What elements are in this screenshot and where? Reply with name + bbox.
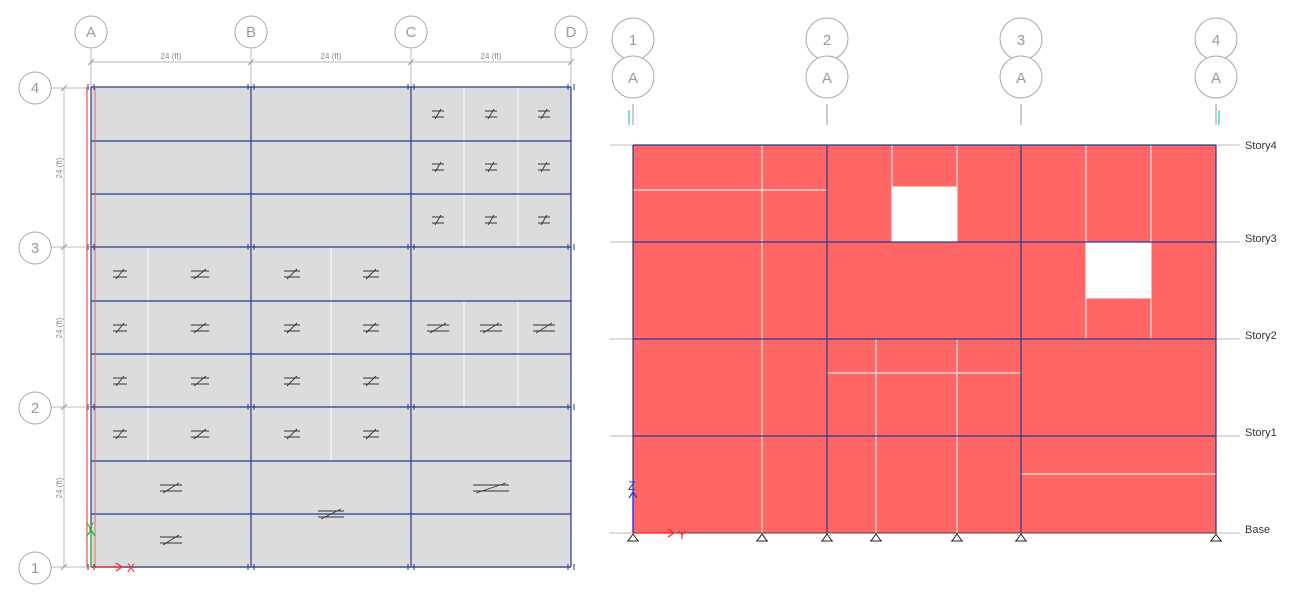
pin-support-icon: [870, 533, 882, 542]
span-arrow-icon: [480, 322, 502, 334]
span-arrow-icon: [284, 268, 300, 280]
plan-column-bubbles: A B C D 4 3 2 1: [18, 15, 588, 585]
span-arrow-icon: [284, 375, 300, 387]
svg-text:D: D: [566, 24, 577, 41]
svg-text:C: C: [406, 24, 417, 41]
span-arrow-icon: [160, 482, 182, 494]
span-arrow-icon: [191, 268, 209, 280]
plan-dimension-ticks: [60, 58, 575, 571]
span-arrow-icon: [284, 428, 300, 440]
span-arrow-icon: [363, 428, 379, 440]
span-arrow-icon: [113, 375, 127, 387]
grid-bubble-3: 3: [18, 231, 52, 265]
svg-text:A: A: [1211, 70, 1221, 87]
span-arrow-icon: [191, 375, 209, 387]
span-arrow-icon: [363, 268, 379, 280]
slab-span-arrows: [113, 108, 555, 546]
grid-bubble-c: C: [394, 15, 428, 49]
plan-view: 24 (ft) 24 (ft) 24 (ft) 24 (ft) 24 (ft) …: [18, 15, 588, 585]
svg-text:A: A: [628, 70, 638, 87]
pin-support-icon: [627, 533, 639, 542]
span-arrow-icon: [284, 322, 300, 334]
span-arrow-icon: [485, 214, 497, 226]
span-arrow-icon: [538, 161, 550, 173]
elev-bubble-2: 2 A: [805, 17, 849, 99]
svg-text:2: 2: [31, 400, 39, 417]
svg-text:A: A: [1016, 70, 1026, 87]
elev-bubble-4: 4 A: [1194, 17, 1238, 99]
plan-grid-extensions: [41, 49, 572, 568]
span-arrow-icon: [191, 428, 209, 440]
plan-axis-y-label: Y: [86, 520, 94, 534]
pin-support-icon: [821, 533, 833, 542]
elevation-frame-lines: [632, 144, 1217, 533]
elevation-view: Story4 Story3 Story2 Story1 Base 1 A 2 A…: [610, 17, 1277, 542]
dim-label-34: 24 (ft): [55, 157, 64, 178]
grid-bubble-4: 4: [18, 71, 52, 105]
svg-text:4: 4: [1212, 32, 1220, 49]
dim-label-23: 24 (ft): [55, 317, 64, 338]
span-arrow-icon: [191, 322, 209, 334]
grid-bubble-b: B: [234, 15, 268, 49]
span-arrow-icon: [427, 322, 449, 334]
span-arrow-icon: [113, 268, 127, 280]
svg-text:A: A: [86, 24, 96, 41]
dim-label-ab: 24 (ft): [161, 52, 182, 61]
story-label-3: Story3: [1245, 233, 1277, 245]
elev-axis-v-label: Z: [628, 479, 635, 493]
span-arrow-icon: [432, 214, 444, 226]
span-arrow-icon: [538, 108, 550, 120]
pin-supports: [627, 533, 1222, 542]
grid-bubble-a: A: [74, 15, 108, 49]
grid-bubble-d: D: [554, 15, 588, 49]
dim-label-cd: 24 (ft): [481, 52, 502, 61]
dim-label-12: 24 (ft): [55, 477, 64, 498]
grid-bubble-1: 1: [18, 551, 52, 585]
span-arrow-icon: [432, 161, 444, 173]
plan-column-markers: [87, 84, 575, 570]
story-label-1: Story1: [1245, 427, 1277, 439]
story-label-base: Base: [1245, 524, 1270, 536]
elev-bubble-3: 3 A: [999, 17, 1043, 99]
pin-support-icon: [756, 533, 768, 542]
wall-opening-2: [1086, 242, 1151, 298]
svg-text:3: 3: [31, 240, 39, 257]
pin-support-icon: [1015, 533, 1027, 542]
span-arrow-icon: [473, 482, 509, 494]
grid-bubble-2: 2: [18, 391, 52, 425]
svg-text:1: 1: [629, 32, 637, 49]
svg-text:A: A: [822, 70, 832, 87]
pin-support-icon: [1210, 533, 1222, 542]
story-label-4: Story4: [1245, 140, 1277, 152]
svg-text:B: B: [246, 24, 256, 41]
elevation-grid-extensions: [632, 104, 1217, 125]
span-arrow-icon: [318, 508, 344, 520]
elevation-grid-bubbles: 1 A 2 A 3 A 4 A: [611, 17, 1238, 99]
svg-text:3: 3: [1017, 32, 1025, 49]
plan-beams: [90, 86, 572, 568]
wall-opening-1: [892, 187, 957, 242]
span-arrow-icon: [485, 161, 497, 173]
plan-axis-x-label: X: [127, 561, 135, 575]
svg-text:2: 2: [823, 32, 831, 49]
elevation-axes-indicator: Y Z: [628, 479, 686, 542]
span-arrow-icon: [363, 375, 379, 387]
span-arrow-icon: [363, 322, 379, 334]
span-arrow-icon: [533, 322, 555, 334]
svg-text:1: 1: [31, 560, 39, 577]
span-arrow-icon: [432, 108, 444, 120]
svg-text:4: 4: [31, 80, 39, 97]
elev-axis-h-label: Y: [678, 528, 686, 542]
dim-label-bc: 24 (ft): [321, 52, 342, 61]
span-arrow-icon: [160, 534, 182, 546]
span-arrow-icon: [538, 214, 550, 226]
elev-bubble-1: 1 A: [611, 17, 655, 99]
span-arrow-icon: [113, 322, 127, 334]
pin-support-icon: [951, 533, 963, 542]
plan-axes-indicator: X Y: [86, 520, 135, 575]
story-label-2: Story2: [1245, 330, 1277, 342]
span-arrow-icon: [113, 428, 127, 440]
span-arrow-icon: [485, 108, 497, 120]
